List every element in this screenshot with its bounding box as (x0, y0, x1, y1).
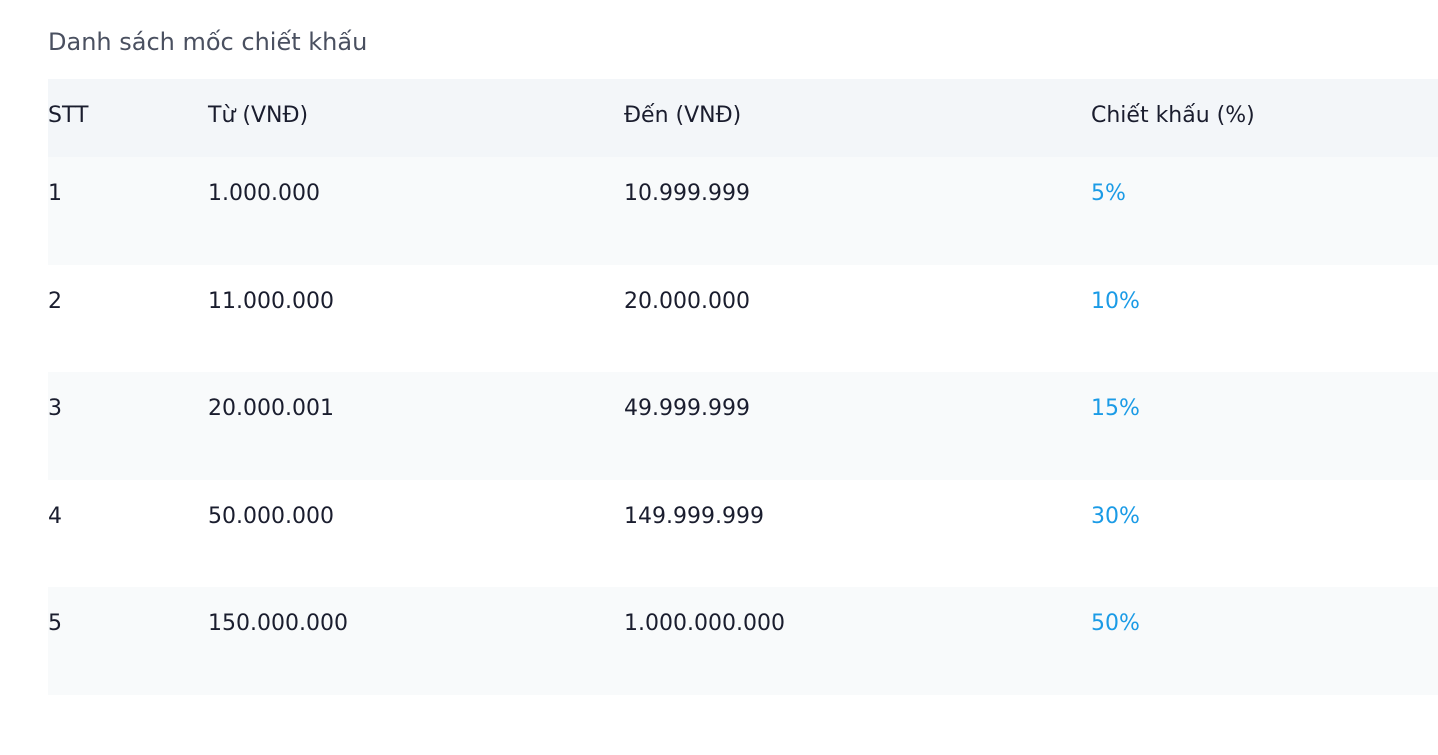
table-row: 2 11.000.000 20.000.000 10% (48, 265, 1438, 373)
table-cell: 10.999.999 (624, 181, 750, 206)
header-row: STT Từ (VNĐ) Đến (VNĐ) Chiết khấu (%) (48, 79, 1438, 157)
table-cell: 4 (48, 503, 62, 529)
table-cell: 149.999.999 (624, 503, 764, 529)
discount-cell: 50% (1091, 611, 1140, 637)
section-title: Danh sách mốc chiết khấu (48, 28, 368, 56)
header-cell: Chiết khấu (%) (1091, 103, 1255, 128)
discount-cell: 15% (1091, 396, 1140, 422)
table-cell: 1.000.000.000 (624, 611, 785, 637)
discount-cell: 30% (1091, 503, 1140, 529)
table-cell: 49.999.999 (624, 396, 750, 422)
table-cell: 5 (48, 611, 62, 637)
header-cell: Đến (VNĐ) (624, 103, 742, 128)
table-cell: 150.000.000 (208, 611, 348, 637)
table-cell: 3 (48, 396, 62, 422)
discount-cell: 10% (1091, 288, 1140, 314)
table-cell: 2 (48, 288, 62, 314)
discount-cell: 5% (1091, 181, 1126, 206)
table-row: 5 150.000.000 1.000.000.000 50% (48, 587, 1438, 695)
table-cell: 20.000.001 (208, 396, 334, 422)
header-cell: Từ (VNĐ) (208, 103, 309, 128)
discount-table: STT Từ (VNĐ) Đến (VNĐ) Chiết khấu (%) 1 1.000… (48, 79, 1438, 695)
table-cell: 20.000.000 (624, 288, 750, 314)
table-cell: 1.000.000 (208, 181, 320, 206)
table-cell: 11.000.000 (208, 288, 334, 314)
table-cell: 50.000.000 (208, 503, 334, 529)
table-cell: 1 (48, 181, 62, 206)
table-row: 3 20.000.001 49.999.999 15% (48, 372, 1438, 480)
header-cell: STT (48, 103, 89, 128)
table-row: 4 50.000.000 149.999.999 30% (48, 480, 1438, 588)
table-row: 1 1.000.000 10.999.999 5% (48, 157, 1438, 265)
